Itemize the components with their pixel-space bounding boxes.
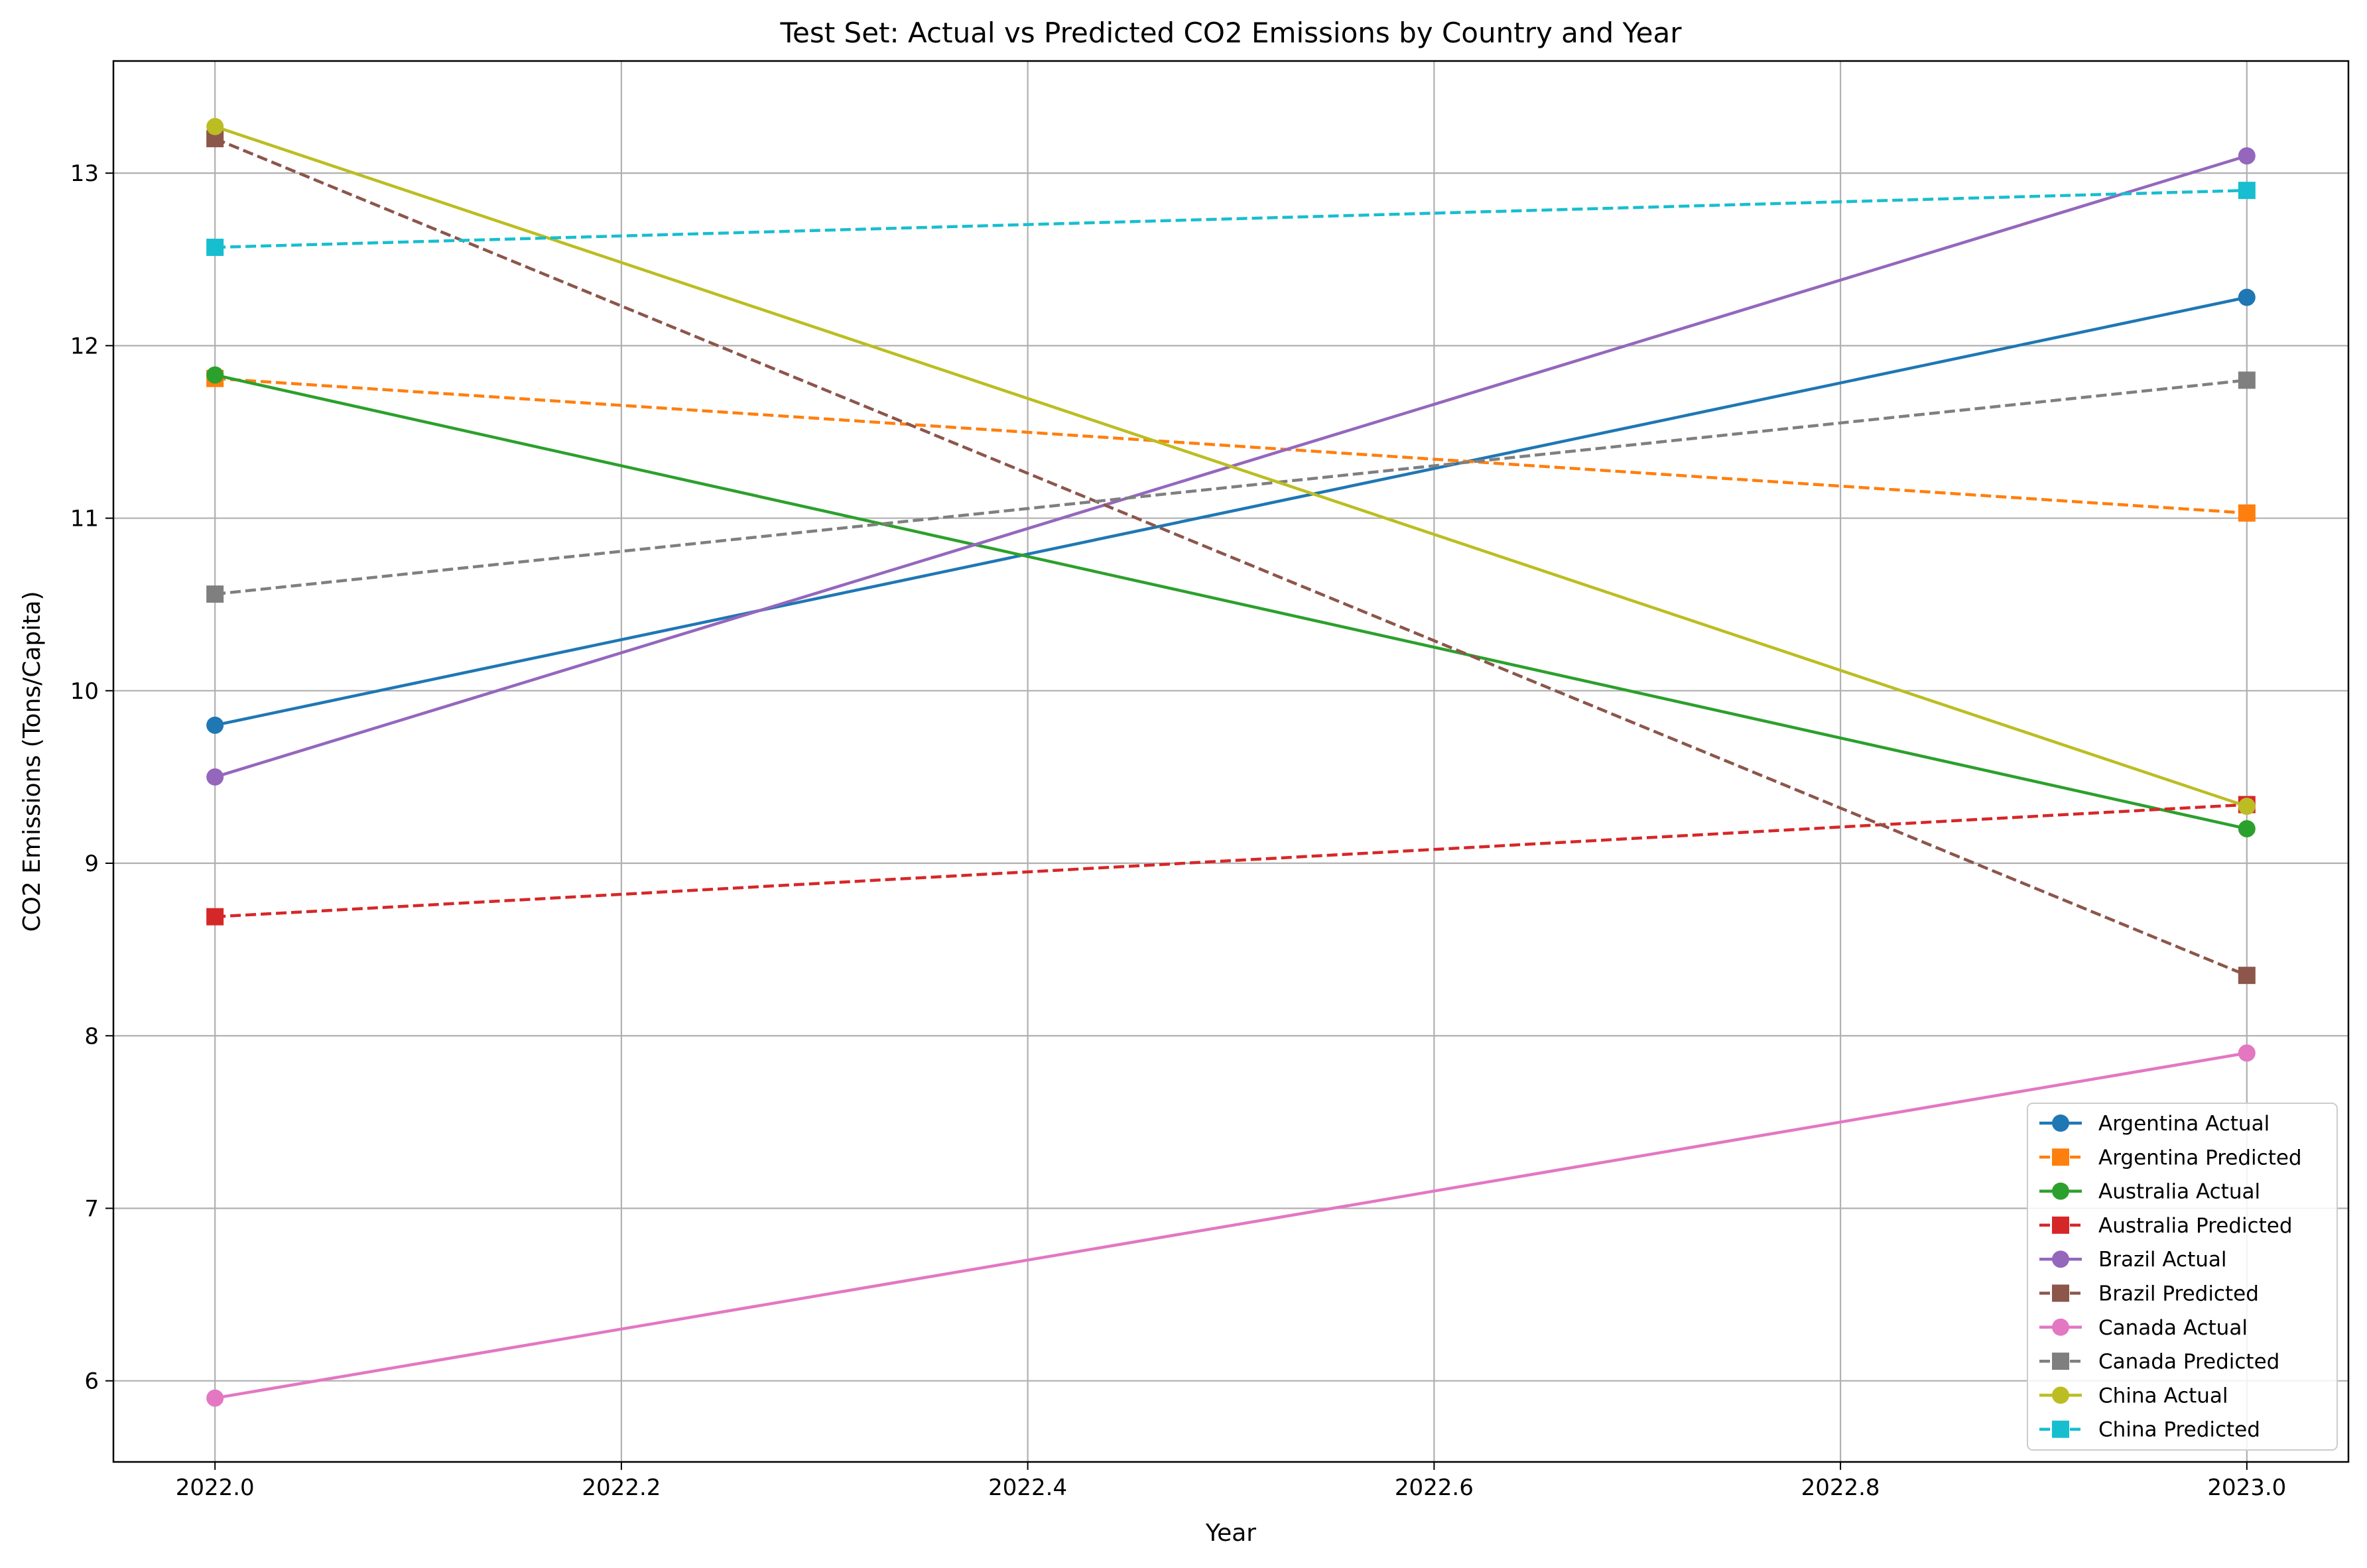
legend-swatch-marker — [2052, 1353, 2069, 1370]
legend-swatch-marker — [2052, 1386, 2069, 1404]
legend-item-brazil-actual: Brazil Actual — [2039, 1248, 2226, 1272]
legend-swatch-marker — [2052, 1148, 2069, 1166]
x-tick-label: 2022.4 — [988, 1475, 1067, 1501]
series-china-actual — [206, 117, 2256, 815]
legend-item-china-actual: China Actual — [2039, 1384, 2228, 1408]
legend-label: China Predicted — [2098, 1418, 2260, 1442]
legend-item-argentina-actual: Argentina Actual — [2039, 1112, 2270, 1136]
legend-label: Australia Predicted — [2098, 1214, 2293, 1238]
y-tick-label: 6 — [84, 1368, 99, 1395]
series-brazil-predicted — [206, 130, 2256, 985]
ticks: 2022.0 2022.2 2022.4 2022.6 2022.8 2023.0 6 7 8 9… — [70, 160, 2287, 1501]
x-tick-label: 2022.0 — [176, 1475, 255, 1501]
legend-swatch-marker — [2052, 1318, 2069, 1336]
data-point-argentina-predicted — [2238, 504, 2256, 522]
y-tick-label: 13 — [70, 160, 99, 187]
legend-swatch-marker — [2052, 1420, 2069, 1438]
data-point-china-actual — [2238, 798, 2256, 815]
legend-item-australia-predicted: Australia Predicted — [2039, 1214, 2293, 1238]
series-line-argentina-actual — [214, 296, 2248, 727]
y-tick-label: 12 — [70, 333, 99, 359]
y-tick-label: 9 — [84, 851, 99, 877]
series-line-brazil-predicted — [214, 137, 2248, 977]
chart-title: Test Set: Actual vs Predicted CO2 Emissi… — [780, 17, 1683, 49]
data-point-argentina-actual — [206, 716, 224, 734]
series-line-canada-actual — [214, 1052, 2248, 1400]
data-point-canada-actual — [206, 1389, 224, 1407]
series-line-canada-predicted — [214, 379, 2248, 596]
x-tick-label: 2022.6 — [1395, 1475, 1474, 1501]
legend-label: China Actual — [2098, 1384, 2228, 1408]
data-point-canada-predicted — [2238, 371, 2256, 389]
series-canada-actual — [206, 1044, 2256, 1407]
data-point-china-predicted — [2238, 182, 2256, 200]
series-canada-predicted — [206, 371, 2256, 603]
data-point-canada-actual — [2238, 1044, 2256, 1062]
data-point-australia-actual — [206, 366, 224, 384]
legend-label: Brazil Predicted — [2098, 1282, 2259, 1306]
series-layer — [206, 117, 2256, 1407]
series-line-australia-actual — [214, 373, 2248, 831]
y-tick-label: 11 — [70, 506, 99, 532]
legend-item-canada-actual: Canada Actual — [2039, 1316, 2248, 1340]
series-line-argentina-predicted — [215, 377, 2247, 515]
data-point-australia-actual — [2238, 819, 2256, 837]
data-point-brazil-predicted — [2238, 967, 2256, 985]
data-point-australia-predicted — [206, 908, 224, 926]
legend: Argentina Actual Argentina Predicted Austr… — [2027, 1103, 2338, 1451]
y-axis-label: CO2 Emissions (Tons/Capita) — [19, 591, 46, 932]
legend-swatch-marker — [2052, 1284, 2069, 1302]
legend-item-china-predicted: China Predicted — [2039, 1418, 2260, 1442]
legend-swatch-marker — [2052, 1216, 2069, 1234]
legend-swatch-marker — [2052, 1250, 2069, 1268]
series-china-predicted — [206, 182, 2256, 257]
legend-item-argentina-predicted: Argentina Predicted — [2039, 1146, 2302, 1170]
x-axis-label: Year — [1205, 1520, 1256, 1547]
x-tick-label: 2022.8 — [1801, 1475, 1880, 1501]
legend-label: Argentina Actual — [2098, 1112, 2270, 1136]
legend-item-australia-actual: Australia Actual — [2039, 1180, 2260, 1204]
legend-item-brazil-predicted: Brazil Predicted — [2039, 1282, 2259, 1306]
data-point-canada-predicted — [206, 585, 224, 603]
data-point-china-actual — [206, 117, 224, 135]
series-line-china-actual — [214, 125, 2248, 808]
legend-label: Argentina Predicted — [2098, 1146, 2302, 1170]
legend-label: Brazil Actual — [2098, 1248, 2226, 1272]
legend-swatch-marker — [2052, 1182, 2069, 1200]
legend-label: Canada Predicted — [2098, 1350, 2279, 1374]
legend-label: Australia Actual — [2098, 1180, 2260, 1204]
legend-item-canada-predicted: Canada Predicted — [2039, 1350, 2279, 1374]
x-tick-label: 2022.2 — [582, 1475, 661, 1501]
data-point-brazil-actual — [2238, 147, 2256, 165]
legend-label: Canada Actual — [2098, 1316, 2248, 1340]
plot-frame — [112, 60, 2350, 1463]
data-point-argentina-actual — [2238, 288, 2256, 306]
series-line-china-predicted — [215, 188, 2247, 249]
data-point-china-predicted — [206, 239, 224, 257]
legend-swatch-marker — [2052, 1115, 2069, 1132]
y-tick-label: 8 — [84, 1023, 99, 1050]
legend-box — [2027, 1103, 2338, 1451]
series-australia-actual — [206, 366, 2256, 837]
x-tick-label: 2023.0 — [2207, 1475, 2286, 1501]
y-tick-label: 10 — [70, 678, 99, 705]
data-point-brazil-actual — [206, 768, 224, 786]
series-line-australia-predicted — [215, 803, 2247, 918]
series-argentina-actual — [206, 288, 2256, 734]
y-tick-label: 7 — [84, 1195, 99, 1222]
